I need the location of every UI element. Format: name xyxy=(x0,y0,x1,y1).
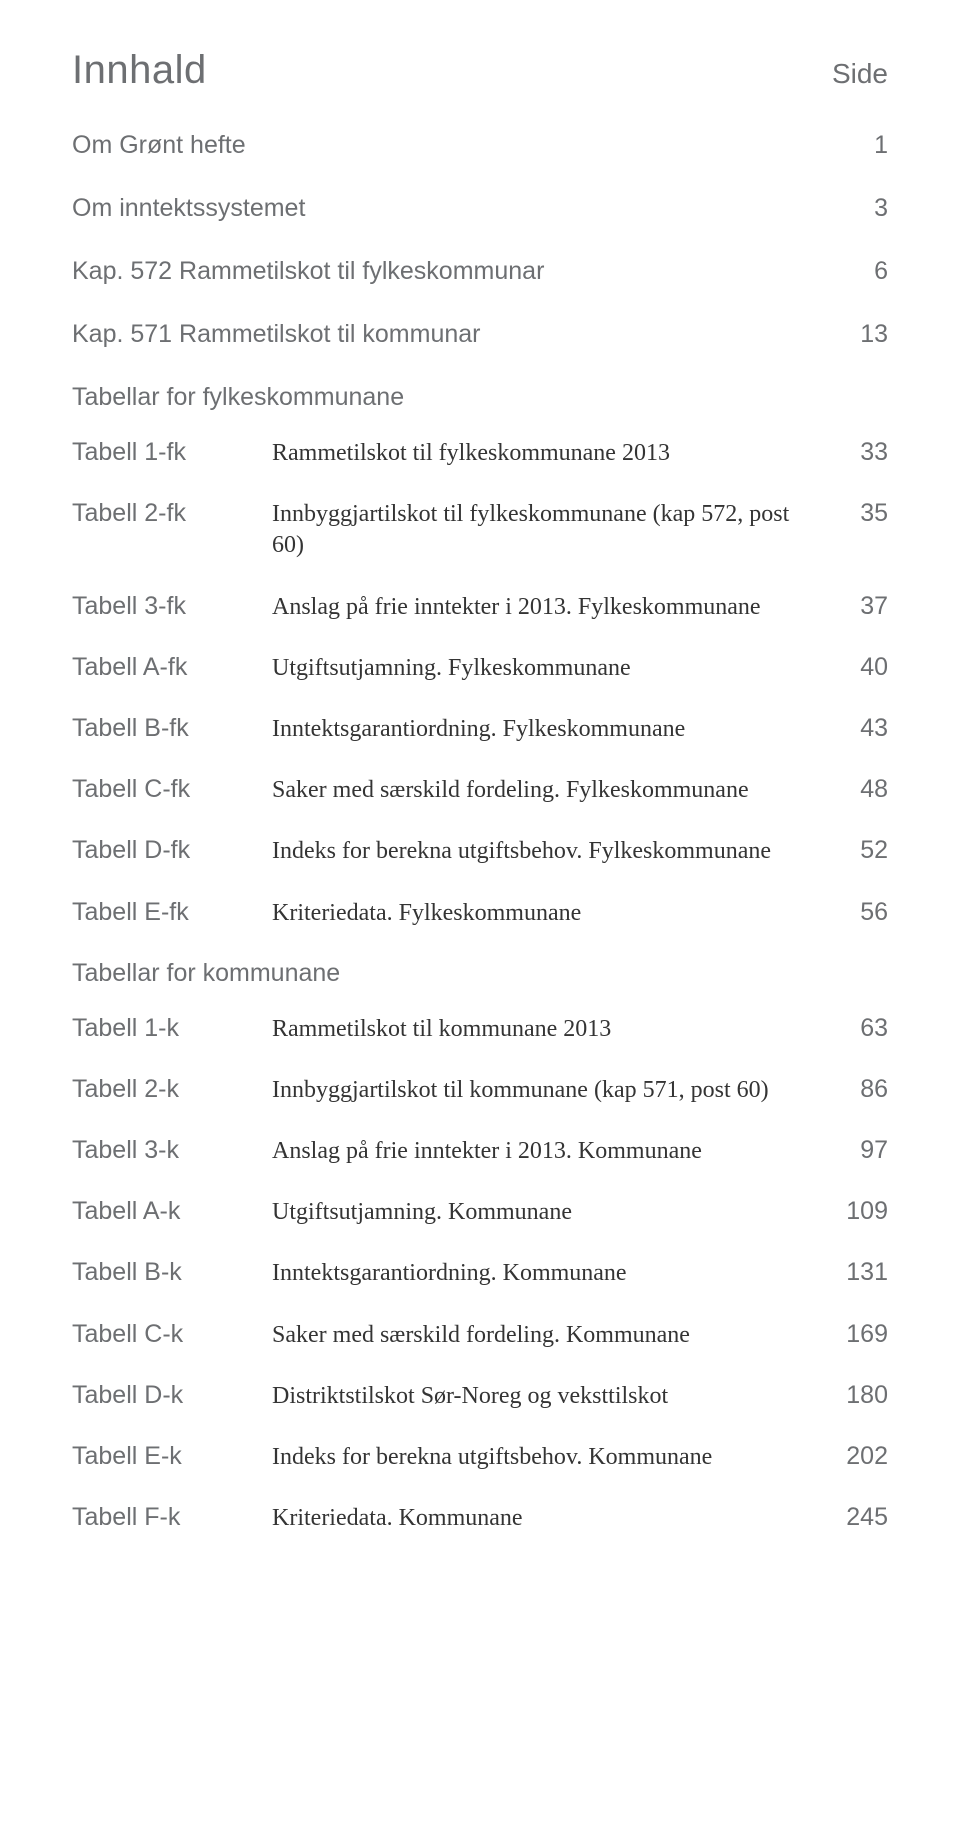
entry-desc: Utgiftsutjamning. Kommunane xyxy=(272,1197,828,1228)
toc-entry: Tabell 2-fk Innbyggjartilskot til fylkes… xyxy=(72,499,888,561)
group-heading: Tabellar for kommunane xyxy=(72,959,888,988)
toc-page: Innhald Side Om Grønt hefte 1 Om inntekt… xyxy=(0,0,960,1624)
toc-entry: Tabell E-k Indeks for berekna utgiftsbeh… xyxy=(72,1442,888,1473)
entry-key: Tabell A-k xyxy=(72,1197,272,1226)
entry-key: Tabell 2-k xyxy=(72,1075,272,1104)
entry-desc: Rammetilskot til kommunane 2013 xyxy=(272,1014,828,1045)
page-number: 180 xyxy=(828,1381,888,1410)
entry-desc: Saker med særskild fordeling. Fylkeskomm… xyxy=(272,775,828,806)
entry-key: Tabell 1-k xyxy=(72,1014,272,1043)
page-number: 86 xyxy=(828,1075,888,1104)
toc-entry: Tabell D-fk Indeks for berekna utgiftsbe… xyxy=(72,836,888,867)
toc-entry: Tabell 1-fk Rammetilskot til fylkeskommu… xyxy=(72,438,888,469)
page-number: 13 xyxy=(828,320,888,349)
toc-entry: Tabell C-k Saker med særskild fordeling.… xyxy=(72,1320,888,1351)
entry-desc: Innbyggjartilskot til fylkeskommunane (k… xyxy=(272,499,828,561)
title-row: Innhald Side xyxy=(72,48,888,93)
section-label: Kap. 572 Rammetilskot til fylkeskommunar xyxy=(72,257,544,286)
entry-desc: Kriteriedata. Fylkeskommunane xyxy=(272,898,828,929)
entry-key: Tabell B-fk xyxy=(72,714,272,743)
page-number: 35 xyxy=(828,499,888,528)
page-title: Innhald xyxy=(72,48,207,93)
page-number: 56 xyxy=(828,898,888,927)
entry-desc: Indeks for berekna utgiftsbehov. Fylkesk… xyxy=(272,836,828,867)
entry-desc: Inntektsgarantiordning. Kommunane xyxy=(272,1258,828,1289)
entry-key: Tabell E-k xyxy=(72,1442,272,1471)
page-number: 245 xyxy=(828,1503,888,1532)
toc-entry: Tabell A-k Utgiftsutjamning. Kommunane 1… xyxy=(72,1197,888,1228)
entry-desc: Innbyggjartilskot til kommunane (kap 571… xyxy=(272,1075,828,1106)
page-number: 97 xyxy=(828,1136,888,1165)
page-number: 169 xyxy=(828,1320,888,1349)
entry-key: Tabell 2-fk xyxy=(72,499,272,528)
page-number: 3 xyxy=(828,194,888,223)
page-number: 1 xyxy=(828,131,888,160)
entry-key: Tabell A-fk xyxy=(72,653,272,682)
toc-entry: Tabell E-fk Kriteriedata. Fylkeskommunan… xyxy=(72,898,888,929)
entry-key: Tabell B-k xyxy=(72,1258,272,1287)
toc-entry: Tabell B-fk Inntektsgarantiordning. Fylk… xyxy=(72,714,888,745)
entry-desc: Anslag på frie inntekter i 2013. Kommuna… xyxy=(272,1136,828,1167)
entry-key: Tabell F-k xyxy=(72,1503,272,1532)
entry-key: Tabell 1-fk xyxy=(72,438,272,467)
page-number: 43 xyxy=(828,714,888,743)
entry-key: Tabell D-k xyxy=(72,1381,272,1410)
page-number: 63 xyxy=(828,1014,888,1043)
section-label: Om Grønt hefte xyxy=(72,131,246,160)
page-number: 6 xyxy=(828,257,888,286)
entry-key: Tabell 3-k xyxy=(72,1136,272,1165)
side-label: Side xyxy=(832,58,888,90)
section-label: Om inntektssystemet xyxy=(72,194,305,223)
section-row: Om Grønt hefte 1 xyxy=(72,131,888,160)
section-row: Om inntektssystemet 3 xyxy=(72,194,888,223)
entry-desc: Distriktstilskot Sør-Noreg og veksttilsk… xyxy=(272,1381,828,1412)
toc-entry: Tabell 3-fk Anslag på frie inntekter i 2… xyxy=(72,592,888,623)
group-heading: Tabellar for fylkeskommunane xyxy=(72,383,888,412)
page-number: 109 xyxy=(828,1197,888,1226)
page-number: 37 xyxy=(828,592,888,621)
toc-entry: Tabell A-fk Utgiftsutjamning. Fylkeskomm… xyxy=(72,653,888,684)
entry-desc: Inntektsgarantiordning. Fylkeskommunane xyxy=(272,714,828,745)
section-row: Kap. 571 Rammetilskot til kommunar 13 xyxy=(72,320,888,349)
entry-desc: Anslag på frie inntekter i 2013. Fylkesk… xyxy=(272,592,828,623)
entry-key: Tabell C-fk xyxy=(72,775,272,804)
toc-entry: Tabell F-k Kriteriedata. Kommunane 245 xyxy=(72,1503,888,1534)
page-number: 40 xyxy=(828,653,888,682)
page-number: 131 xyxy=(828,1258,888,1287)
entry-desc: Saker med særskild fordeling. Kommunane xyxy=(272,1320,828,1351)
entry-key: Tabell 3-fk xyxy=(72,592,272,621)
entry-key: Tabell C-k xyxy=(72,1320,272,1349)
entry-desc: Utgiftsutjamning. Fylkeskommunane xyxy=(272,653,828,684)
page-number: 33 xyxy=(828,438,888,467)
toc-entry: Tabell C-fk Saker med særskild fordeling… xyxy=(72,775,888,806)
entry-desc: Kriteriedata. Kommunane xyxy=(272,1503,828,1534)
toc-entry: Tabell 2-k Innbyggjartilskot til kommuna… xyxy=(72,1075,888,1106)
entry-key: Tabell D-fk xyxy=(72,836,272,865)
toc-entry: Tabell 3-k Anslag på frie inntekter i 20… xyxy=(72,1136,888,1167)
page-number: 48 xyxy=(828,775,888,804)
page-number: 52 xyxy=(828,836,888,865)
toc-entry: Tabell 1-k Rammetilskot til kommunane 20… xyxy=(72,1014,888,1045)
toc-entry: Tabell B-k Inntektsgarantiordning. Kommu… xyxy=(72,1258,888,1289)
entry-desc: Rammetilskot til fylkeskommunane 2013 xyxy=(272,438,828,469)
entry-key: Tabell E-fk xyxy=(72,898,272,927)
section-row: Kap. 572 Rammetilskot til fylkeskommunar… xyxy=(72,257,888,286)
section-label: Kap. 571 Rammetilskot til kommunar xyxy=(72,320,480,349)
page-number: 202 xyxy=(828,1442,888,1471)
toc-entry: Tabell D-k Distriktstilskot Sør-Noreg og… xyxy=(72,1381,888,1412)
entry-desc: Indeks for berekna utgiftsbehov. Kommuna… xyxy=(272,1442,828,1473)
